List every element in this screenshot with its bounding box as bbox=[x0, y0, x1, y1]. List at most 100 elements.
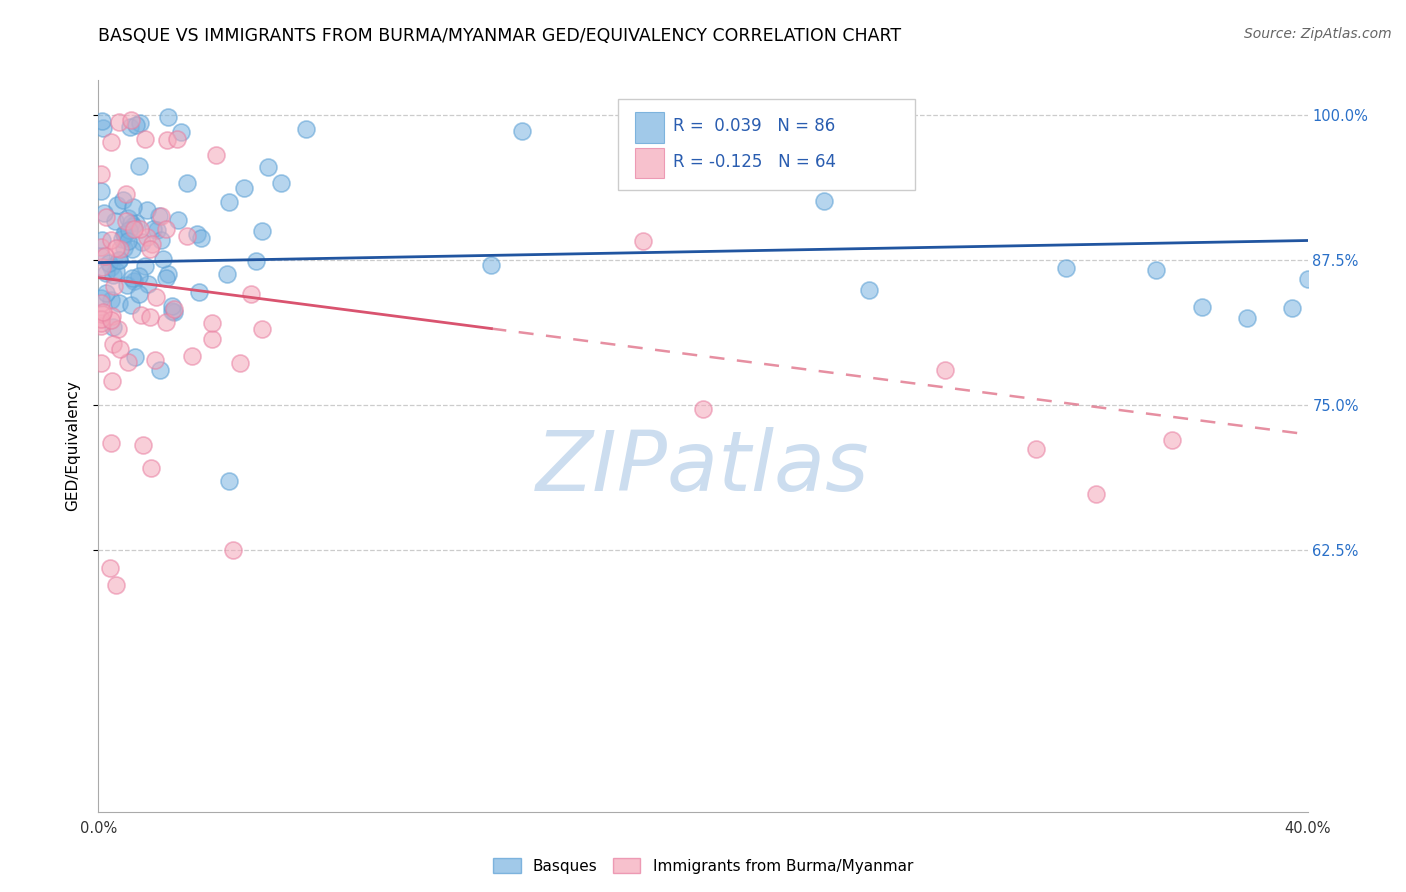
Point bbox=[222, 543, 245, 558]
Point bbox=[129, 116, 152, 130]
Text: R =  0.039   N = 86: R = 0.039 N = 86 bbox=[672, 118, 835, 136]
Point bbox=[205, 148, 228, 162]
Text: BASQUE VS IMMIGRANTS FROM BURMA/MYANMAR GED/EQUIVALENCY CORRELATION CHART: BASQUE VS IMMIGRANTS FROM BURMA/MYANMAR … bbox=[98, 27, 901, 45]
Point bbox=[118, 223, 141, 237]
Point bbox=[152, 252, 174, 266]
Point bbox=[155, 271, 177, 285]
Point bbox=[107, 253, 129, 268]
Point bbox=[295, 122, 318, 136]
FancyBboxPatch shape bbox=[636, 147, 664, 178]
Point bbox=[90, 240, 112, 254]
Point bbox=[104, 578, 127, 592]
Point bbox=[149, 209, 172, 223]
Point bbox=[101, 336, 124, 351]
Point bbox=[510, 124, 533, 138]
Point bbox=[250, 322, 273, 336]
Point bbox=[1281, 301, 1303, 315]
Point bbox=[167, 213, 190, 227]
Point bbox=[217, 268, 239, 282]
Point bbox=[105, 198, 128, 212]
Point bbox=[100, 260, 122, 275]
Point bbox=[100, 313, 122, 327]
Point bbox=[91, 304, 114, 318]
Point bbox=[134, 132, 156, 146]
Point bbox=[128, 268, 150, 283]
Point bbox=[190, 231, 212, 245]
Text: Source: ZipAtlas.com: Source: ZipAtlas.com bbox=[1244, 27, 1392, 41]
Point bbox=[128, 160, 150, 174]
Point bbox=[141, 237, 163, 252]
Point bbox=[155, 315, 177, 329]
Point bbox=[90, 295, 112, 310]
Point bbox=[114, 187, 136, 202]
Point bbox=[94, 210, 117, 224]
Point bbox=[149, 233, 172, 247]
FancyBboxPatch shape bbox=[619, 99, 915, 190]
Point bbox=[186, 227, 208, 242]
Point bbox=[692, 402, 714, 417]
Point bbox=[105, 264, 128, 278]
Point bbox=[120, 113, 142, 128]
Point bbox=[631, 234, 654, 248]
Point bbox=[155, 222, 177, 236]
Point bbox=[90, 316, 112, 330]
Point bbox=[90, 319, 112, 334]
Point bbox=[90, 184, 112, 198]
Point bbox=[1191, 300, 1213, 314]
Point bbox=[139, 460, 162, 475]
Point bbox=[90, 291, 112, 305]
Point bbox=[103, 278, 125, 293]
Point bbox=[1144, 263, 1167, 277]
Point bbox=[90, 356, 112, 370]
Point bbox=[117, 234, 139, 248]
Point bbox=[105, 241, 128, 255]
Point bbox=[107, 115, 129, 129]
Point bbox=[143, 352, 166, 367]
Point bbox=[176, 229, 198, 244]
Point bbox=[181, 349, 204, 363]
Text: ZIPatlas: ZIPatlas bbox=[536, 427, 870, 508]
Point bbox=[111, 232, 134, 246]
Point bbox=[1296, 272, 1319, 286]
Point bbox=[160, 299, 183, 313]
Point bbox=[122, 273, 145, 287]
Y-axis label: GED/Equivalency: GED/Equivalency bbox=[65, 381, 80, 511]
Point bbox=[112, 193, 135, 207]
Point bbox=[128, 287, 150, 301]
Point bbox=[156, 267, 179, 281]
Point bbox=[121, 219, 143, 233]
Legend: Basques, Immigrants from Burma/Myanmar: Basques, Immigrants from Burma/Myanmar bbox=[486, 852, 920, 880]
Point bbox=[98, 561, 121, 575]
Point bbox=[112, 241, 135, 255]
Point bbox=[124, 222, 146, 236]
Point bbox=[101, 310, 124, 324]
Point bbox=[117, 211, 139, 225]
Point bbox=[1024, 442, 1046, 456]
Point bbox=[94, 249, 117, 263]
Point bbox=[118, 120, 141, 134]
Point bbox=[166, 132, 188, 146]
Point bbox=[112, 227, 135, 242]
Point bbox=[90, 312, 112, 326]
Point bbox=[107, 322, 129, 336]
Point bbox=[96, 266, 118, 280]
Point bbox=[155, 133, 177, 147]
Point bbox=[90, 260, 112, 274]
Point bbox=[91, 120, 114, 135]
FancyBboxPatch shape bbox=[636, 112, 664, 144]
Point bbox=[160, 304, 183, 318]
Point bbox=[108, 242, 131, 256]
Point bbox=[90, 249, 112, 263]
Point bbox=[858, 283, 880, 297]
Point bbox=[91, 233, 114, 247]
Point bbox=[145, 290, 167, 304]
Point bbox=[187, 285, 209, 300]
Point bbox=[121, 271, 143, 285]
Point bbox=[101, 268, 124, 282]
Point bbox=[218, 474, 240, 488]
Text: R = -0.125   N = 64: R = -0.125 N = 64 bbox=[672, 153, 835, 171]
Point bbox=[934, 363, 956, 377]
Point bbox=[120, 298, 142, 312]
Point bbox=[163, 302, 186, 317]
Point bbox=[139, 310, 162, 324]
